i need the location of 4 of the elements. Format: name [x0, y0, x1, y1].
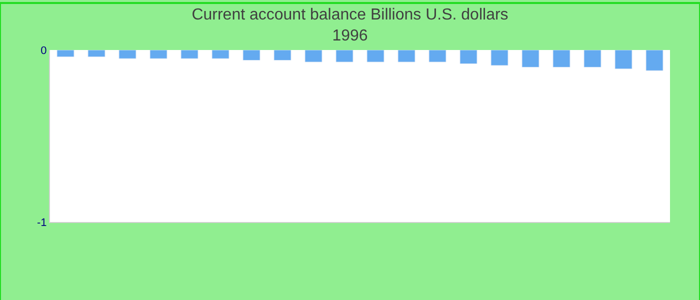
chart-subtitle: 1996: [332, 27, 368, 44]
y-tick-label: -1: [37, 216, 47, 229]
chart-title: Current account balance Billions U.S. dollars: [192, 6, 508, 24]
y-tick-label: 0: [40, 44, 47, 57]
